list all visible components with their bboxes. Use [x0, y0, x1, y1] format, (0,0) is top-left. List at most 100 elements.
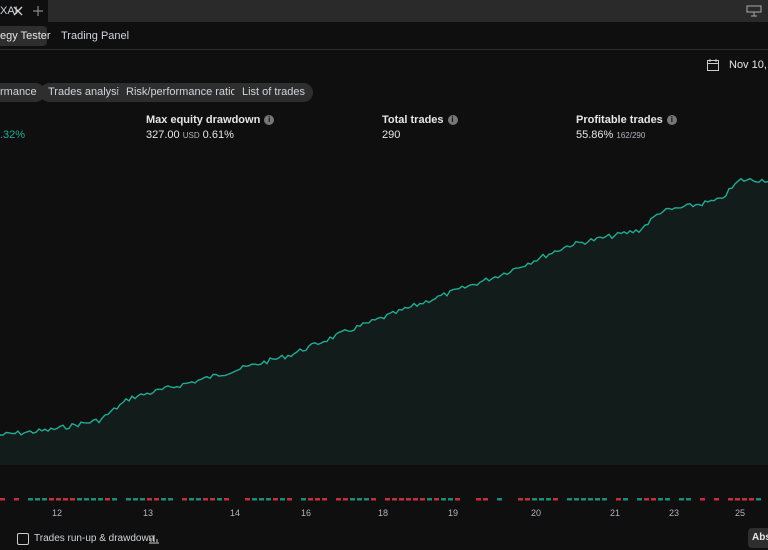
- risk-ratios-button[interactable]: Risk/performance ratios: [118, 83, 251, 102]
- date-range[interactable]: Nov 10, 2: [729, 59, 768, 71]
- trade-marker: [203, 498, 208, 501]
- trade-marker: [637, 498, 642, 501]
- x-tick-label: 13: [143, 508, 154, 518]
- trade-marker: [266, 498, 271, 501]
- strategy-tester-tab[interactable]: egy Tester: [0, 26, 51, 46]
- calendar-icon[interactable]: [706, 58, 720, 72]
- trade-marker: [686, 498, 691, 501]
- trade-marker: [518, 498, 523, 501]
- net-profit-value: .32%: [0, 129, 26, 141]
- close-icon[interactable]: [12, 5, 24, 17]
- metric-label: Max equity drawdown i: [146, 114, 275, 126]
- trade-marker: [427, 498, 432, 501]
- bar-chart-icon[interactable]: [148, 532, 160, 544]
- trade-marker: [476, 498, 481, 501]
- trade-marker: [392, 498, 397, 501]
- trade-marker: [63, 498, 68, 501]
- trade-marker: [98, 498, 103, 501]
- trade-marker: [259, 498, 264, 501]
- tab-label: egy Tester: [0, 30, 51, 42]
- trade-marker: [742, 498, 747, 501]
- trade-marker: [441, 498, 446, 501]
- trade-marker: [602, 498, 607, 501]
- x-tick-label: 20: [531, 508, 542, 518]
- trade-marker: [455, 498, 460, 501]
- x-tick-label: 18: [378, 508, 389, 518]
- trading-panel-tab[interactable]: Trading Panel: [61, 30, 130, 42]
- x-axis: 12 13 14 16 18 19 20 21 23 25: [0, 508, 768, 522]
- info-icon[interactable]: i: [447, 115, 458, 125]
- add-tab-icon[interactable]: [32, 5, 44, 17]
- equity-line: [0, 177, 768, 436]
- metric-label: Total trades i: [382, 114, 458, 126]
- trade-marker: [567, 498, 572, 501]
- info-icon[interactable]: i: [264, 115, 275, 125]
- trade-marker: [553, 498, 558, 501]
- trade-marker: [399, 498, 404, 501]
- trade-marker: [301, 498, 306, 501]
- metric-value: 290: [382, 129, 401, 141]
- trade-marker: [105, 498, 110, 501]
- metric-value: 327.00 USD 0.61%: [146, 129, 234, 141]
- trade-marker: [595, 498, 600, 501]
- trade-marker: [14, 498, 19, 501]
- trade-marker: [371, 498, 376, 501]
- x-tick-label: 12: [52, 508, 63, 518]
- value: 55.86%: [576, 129, 614, 141]
- list-of-trades-button[interactable]: List of trades: [234, 83, 313, 102]
- trade-marker: [273, 498, 278, 501]
- trade-marker: [406, 498, 411, 501]
- trade-marker: [280, 498, 285, 501]
- trade-marker: [210, 498, 215, 501]
- trade-marker: [700, 498, 705, 501]
- unit: USD: [182, 131, 200, 140]
- trade-marker: [42, 498, 47, 501]
- trade-marker: [56, 498, 61, 501]
- trade-marker: [0, 498, 5, 501]
- trade-marker: [574, 498, 579, 501]
- trade-marker: [140, 498, 145, 501]
- trade-marker: [224, 498, 229, 501]
- performance-button[interactable]: rmance: [0, 83, 45, 102]
- x-tick-label: 19: [448, 508, 459, 518]
- symbol-tab[interactable]: XAI: [0, 0, 48, 22]
- trade-marker: [154, 498, 159, 501]
- trade-marker: [756, 498, 761, 501]
- trade-marker: [546, 498, 551, 501]
- trade-marker: [623, 498, 628, 501]
- trade-marker: [644, 498, 649, 501]
- trade-marker: [581, 498, 586, 501]
- trade-marker: [343, 498, 348, 501]
- trade-marker: [350, 498, 355, 501]
- top-bar: [0, 0, 768, 22]
- trades-analysis-button[interactable]: Trades analysis: [40, 83, 133, 102]
- trade-marker: [525, 498, 530, 501]
- layout-icon[interactable]: [746, 4, 762, 18]
- ratio: 162/290: [616, 131, 646, 140]
- metric-label-text: Profitable trades: [576, 114, 663, 126]
- trade-marker: [315, 498, 320, 501]
- trade-marker: [728, 498, 733, 501]
- info-icon[interactable]: i: [666, 115, 677, 125]
- trade-marker: [70, 498, 75, 501]
- trade-marker: [735, 498, 740, 501]
- trade-marker: [189, 498, 194, 501]
- trade-marker: [385, 498, 390, 501]
- trade-marker: [28, 498, 33, 501]
- trade-marker: [364, 498, 369, 501]
- separator: [0, 49, 768, 50]
- trade-marker: [357, 498, 362, 501]
- absolute-button[interactable]: Abs: [748, 528, 768, 548]
- trade-marker: [196, 498, 201, 501]
- metric-label: Profitable trades i: [576, 114, 677, 126]
- trade-marker: [252, 498, 257, 501]
- trade-marker: [413, 498, 418, 501]
- checkbox[interactable]: [17, 533, 29, 545]
- trade-marker: [539, 498, 544, 501]
- trade-marker: [77, 498, 82, 501]
- x-tick-label: 25: [735, 508, 746, 518]
- x-tick-label: 21: [610, 508, 621, 518]
- trade-marker: [35, 498, 40, 501]
- trade-marker: [714, 498, 719, 501]
